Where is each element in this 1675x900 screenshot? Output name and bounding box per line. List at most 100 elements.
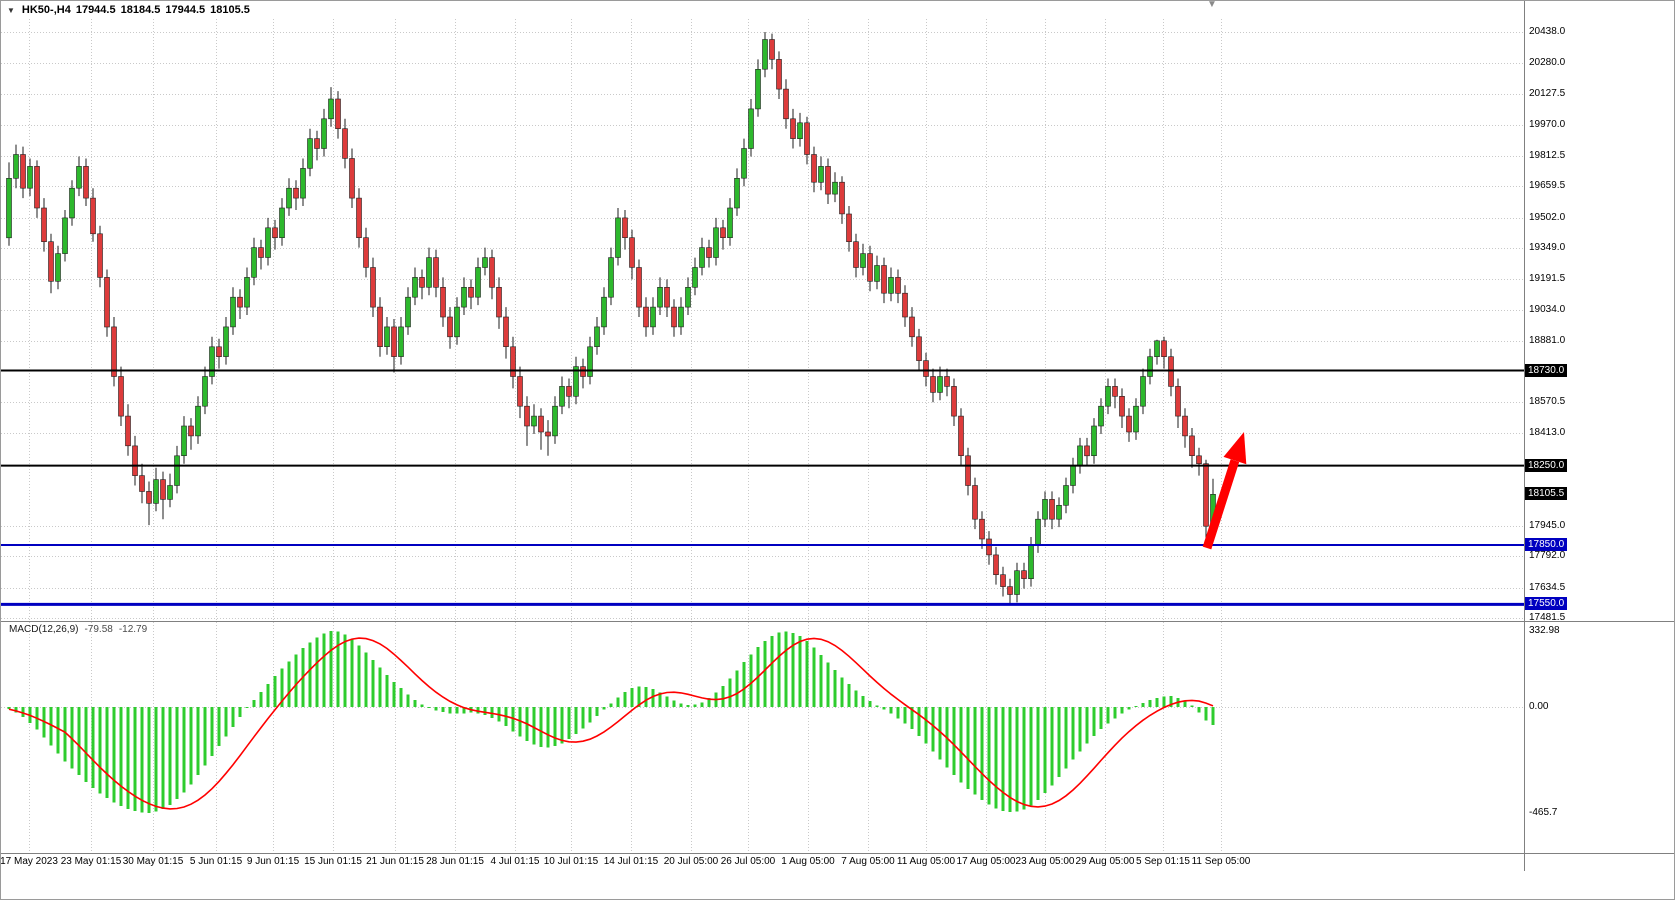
candle bbox=[923, 360, 929, 377]
candle bbox=[580, 366, 586, 377]
candle bbox=[202, 376, 208, 407]
candle bbox=[1196, 455, 1202, 464]
candle bbox=[454, 306, 460, 338]
candle bbox=[552, 405, 558, 437]
candle bbox=[573, 366, 579, 397]
candle bbox=[27, 166, 33, 189]
candle bbox=[874, 265, 880, 282]
candle bbox=[1098, 405, 1104, 427]
candle bbox=[13, 154, 19, 179]
candle bbox=[391, 326, 397, 357]
candle bbox=[636, 267, 642, 308]
symbol-timeframe-label: HK50-,H4 bbox=[21, 4, 71, 16]
candle bbox=[846, 213, 852, 243]
candle bbox=[104, 277, 110, 328]
candle bbox=[461, 286, 467, 308]
candle bbox=[685, 286, 691, 308]
candle bbox=[272, 227, 278, 239]
candle bbox=[356, 197, 362, 239]
candle bbox=[1007, 586, 1013, 595]
ohlc-header: ▼ HK50-,H4 17944.5 18184.5 17944.5 18105… bbox=[7, 4, 250, 16]
trend-arrow-annotation[interactable] bbox=[1202, 432, 1247, 550]
candle bbox=[608, 257, 614, 298]
candle bbox=[524, 405, 530, 427]
candle bbox=[538, 415, 544, 433]
candle bbox=[468, 286, 474, 298]
candle bbox=[83, 166, 89, 199]
chart-shift-marker-icon[interactable]: ▼ bbox=[1207, 0, 1217, 10]
candle bbox=[545, 431, 551, 437]
candle bbox=[811, 154, 817, 183]
candle bbox=[62, 217, 68, 254]
candle bbox=[1182, 415, 1188, 437]
candle bbox=[1091, 425, 1097, 457]
candle bbox=[405, 296, 411, 328]
candle bbox=[412, 277, 418, 298]
candle bbox=[6, 178, 12, 239]
candle bbox=[76, 166, 82, 189]
candle bbox=[188, 425, 194, 437]
candle bbox=[1119, 395, 1125, 417]
candle bbox=[839, 181, 845, 215]
candle bbox=[776, 59, 782, 90]
candle bbox=[293, 187, 299, 199]
candle bbox=[972, 485, 978, 520]
candle bbox=[832, 181, 838, 195]
candle bbox=[517, 376, 523, 407]
macd-signal-line bbox=[8, 637, 1214, 810]
candle bbox=[258, 247, 264, 258]
candle bbox=[622, 217, 628, 238]
candle bbox=[139, 475, 145, 492]
candle bbox=[489, 257, 495, 288]
candle bbox=[713, 227, 719, 258]
candle bbox=[825, 166, 831, 195]
candle bbox=[244, 277, 250, 308]
indicator-name: MACD(12,26,9) bbox=[9, 624, 79, 635]
candle bbox=[1126, 415, 1132, 433]
candle bbox=[853, 241, 859, 268]
candle bbox=[930, 376, 936, 393]
symbol-dropdown-icon[interactable]: ▼ bbox=[7, 5, 15, 15]
low-value: 17944.5 bbox=[165, 4, 206, 16]
price-gridlines bbox=[1, 32, 1524, 619]
candle bbox=[447, 316, 453, 338]
candle bbox=[237, 296, 243, 308]
candle bbox=[671, 306, 677, 328]
candle bbox=[286, 187, 292, 209]
candle bbox=[398, 326, 404, 357]
candle bbox=[1056, 504, 1062, 520]
candle bbox=[1035, 518, 1041, 546]
candle bbox=[797, 122, 803, 140]
candle bbox=[216, 346, 222, 357]
candle bbox=[230, 296, 236, 328]
candle bbox=[419, 277, 425, 288]
candle bbox=[118, 376, 124, 417]
candle bbox=[1000, 574, 1006, 587]
high-value: 18184.5 bbox=[120, 4, 161, 16]
indicator-signal-value: -12.79 bbox=[118, 624, 148, 635]
candle bbox=[769, 39, 775, 60]
candle bbox=[657, 286, 663, 308]
candle bbox=[706, 247, 712, 258]
candle bbox=[384, 326, 390, 347]
candles bbox=[6, 32, 1216, 605]
candle bbox=[1105, 386, 1111, 407]
candle bbox=[916, 336, 922, 361]
candle bbox=[314, 138, 320, 149]
candle bbox=[370, 267, 376, 308]
candle bbox=[20, 154, 26, 189]
candle bbox=[650, 306, 656, 328]
candle bbox=[111, 326, 117, 377]
time-gridlines bbox=[29, 19, 1222, 853]
candle bbox=[132, 445, 138, 476]
candle bbox=[902, 292, 908, 318]
candle bbox=[1049, 499, 1055, 520]
candle bbox=[342, 128, 348, 159]
candle bbox=[265, 227, 271, 258]
candle bbox=[1077, 445, 1083, 466]
candle bbox=[90, 197, 96, 235]
candle bbox=[1070, 465, 1076, 486]
candle bbox=[1147, 356, 1153, 377]
